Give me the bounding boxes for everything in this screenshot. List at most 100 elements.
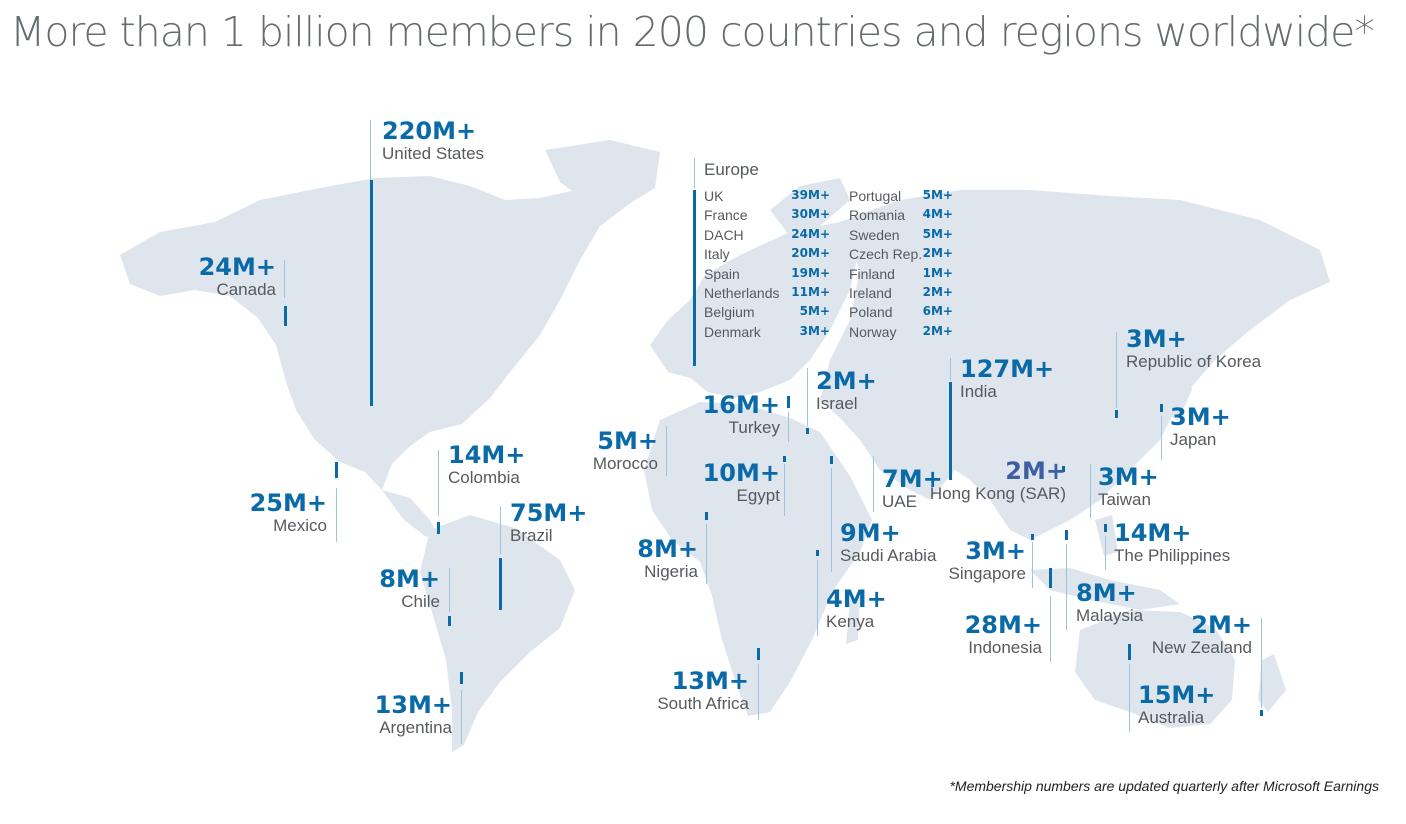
europe-country: Norway (849, 323, 897, 340)
member-count: 15M+ (1138, 681, 1216, 709)
country-label: Egypt (736, 486, 780, 505)
member-count: 3M+ (1170, 403, 1231, 431)
country-label: Japan (1170, 430, 1217, 449)
member-count: 2M+ (1191, 611, 1252, 639)
israel-leader (806, 428, 809, 434)
member-count: 8M+ (1076, 579, 1137, 607)
country-label: Mexico (273, 516, 327, 535)
country-label: Colombia (448, 468, 520, 487)
saudi-leader-thin (831, 468, 832, 572)
callout-japan: 3M+ Japan (1170, 404, 1231, 450)
europe-country: Denmark (704, 323, 761, 340)
country-label: Israel (816, 394, 858, 413)
europe-count: 30M+ (791, 207, 830, 222)
callout-kenya: 4M+ Kenya (826, 586, 887, 632)
europe-country: Romania (849, 207, 906, 224)
callout-uae: 7M+ UAE (882, 466, 943, 512)
europe-row: Italy 20M+ (704, 246, 830, 265)
country-label: The Philippines (1114, 546, 1231, 565)
callout-nigeria: 8M+ Nigeria (637, 536, 698, 582)
saudi-leader (830, 456, 833, 464)
callout-south-africa: 13M+ South Africa (657, 668, 749, 714)
morocco-leader-thin (666, 426, 667, 476)
europe-row: Romania 4M+ (849, 207, 953, 226)
europe-country: Netherlands (704, 284, 780, 301)
asia-landmass (820, 190, 1330, 540)
callout-india: 127M+ India (960, 356, 1054, 402)
callout-colombia: 14M+ Colombia (448, 442, 525, 488)
callout-singapore: 3M+ Singapore (948, 538, 1026, 584)
europe-row: UK 39M+ (704, 188, 830, 207)
europe-row: DACH 24M+ (704, 227, 830, 246)
europe-count: 19M+ (791, 265, 830, 280)
singapore-leader-thin (1032, 542, 1033, 588)
colombia-leader (437, 522, 440, 534)
chile-leader (448, 616, 451, 626)
europe-country: Spain (704, 265, 740, 282)
member-count: 8M+ (637, 535, 698, 563)
kenya-leader (816, 550, 819, 556)
europe-count: 5M+ (922, 226, 953, 241)
korea-leader-thin (1116, 332, 1117, 408)
egypt-leader-thin (784, 464, 785, 516)
callout-turkey: 16M+ Turkey (703, 392, 780, 438)
europe-country: Sweden (849, 226, 900, 243)
europe-title: Europe (704, 160, 759, 179)
europe-count: 6M+ (922, 304, 953, 319)
australia-landmass (1075, 610, 1235, 728)
uae-leader-thin (873, 456, 874, 512)
europe-country: UK (704, 188, 724, 204)
south-africa-leader-thin (758, 664, 759, 720)
europe-row: Spain 19M+ (704, 266, 830, 285)
country-label: Republic of Korea (1126, 352, 1262, 371)
india-leader-thin (950, 358, 951, 380)
callout-indonesia: 28M+ Indonesia (965, 612, 1042, 658)
europe-count: 2M+ (922, 323, 953, 338)
country-label: Kenya (826, 612, 875, 631)
europe-column-1: UK 39M+ France 30M+ DACH 24M+ Italy 20M+ Spain 19… (704, 188, 830, 343)
turkey-leader-thin (788, 412, 789, 442)
indonesia-leader-thin (1050, 596, 1051, 662)
europe-row: Sweden 5M+ (849, 227, 953, 246)
country-label: Brazil (510, 526, 553, 545)
canada-leader (284, 306, 287, 326)
south-africa-leader (757, 648, 760, 660)
canada-leader-top (284, 260, 285, 298)
europe-country: Portugal (849, 188, 902, 204)
footnote: *Membership numbers are updated quarterl… (949, 778, 1379, 794)
argentina-leader (460, 672, 463, 684)
member-count: 3M+ (1126, 325, 1187, 353)
europe-row: Portugal 5M+ (849, 188, 953, 207)
member-count: 14M+ (448, 441, 526, 469)
europe-country: Finland (849, 265, 895, 282)
member-count: 13M+ (671, 667, 749, 695)
japan-leader-thin (1161, 416, 1162, 460)
europe-row: Poland 6M+ (849, 304, 953, 323)
callout-hong-kong: 2M+ Hong Kong (SAR) (930, 458, 1066, 504)
europe-country: Italy (704, 246, 730, 263)
madagascar-landmass (846, 596, 860, 644)
country-label: UAE (882, 492, 917, 511)
europe-row: Ireland 2M+ (849, 285, 953, 304)
europe-country: DACH (704, 226, 744, 243)
new-zealand-leader-thin (1261, 618, 1262, 708)
australia-leader (1128, 644, 1131, 660)
europe-row: Finland 1M+ (849, 266, 953, 285)
europe-count: 2M+ (922, 284, 953, 299)
country-label: Hong Kong (SAR) (929, 484, 1066, 503)
nigeria-leader (705, 512, 708, 520)
member-count: 25M+ (249, 489, 327, 517)
callout-egypt: 10M+ Egypt (703, 460, 780, 506)
turkey-leader (787, 396, 790, 408)
country-label: Canada (216, 280, 276, 299)
europe-count: 5M+ (799, 304, 830, 319)
member-count: 13M+ (374, 691, 452, 719)
callout-united-states: 220M+ United States (382, 118, 484, 164)
country-label: Singapore (948, 564, 1026, 583)
callout-philippines: 14M+ The Philippines (1114, 520, 1230, 566)
country-label: Chile (401, 592, 440, 611)
member-count: 16M+ (702, 391, 780, 419)
callout-israel: 2M+ Israel (816, 368, 877, 414)
member-count: 127M+ (960, 355, 1055, 383)
europe-row: Norway 2M+ (849, 324, 953, 343)
